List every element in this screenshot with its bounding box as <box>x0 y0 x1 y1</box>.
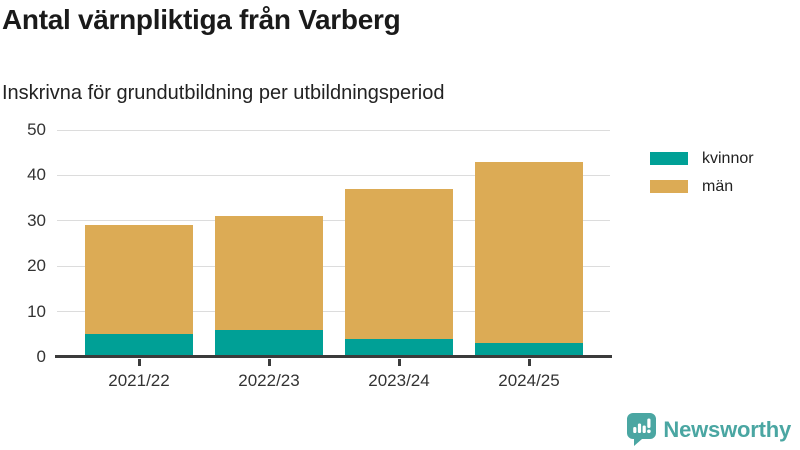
chart-title: Antal värnpliktiga från Varberg <box>2 4 401 35</box>
plot-area: 2021/22 2022/23 2023/24 2024/25 <box>55 129 612 390</box>
legend-swatch-män <box>650 180 688 193</box>
legend-label-kvinnor: kvinnor <box>702 149 754 167</box>
bar-2021-22-män <box>85 225 193 335</box>
x-tick-2024-25 <box>527 359 531 366</box>
gridline-y-50 <box>57 129 610 131</box>
bar-2021-22-kvinnor <box>85 334 193 357</box>
newsworthy-wordmark: Newsworthy <box>663 416 791 442</box>
x-tick-2023-24 <box>397 359 401 366</box>
y-tick-label-0: 0 <box>36 347 46 366</box>
bar-2023-24-män <box>345 189 453 339</box>
legend-swatch-kvinnor <box>650 152 688 165</box>
legend-label-män: män <box>702 177 734 195</box>
bar-2022-23-män <box>215 216 323 330</box>
newsworthy-logo: Newsworthy <box>627 413 791 446</box>
y-tick-label-20: 20 <box>27 256 46 276</box>
bar-2023-24-kvinnor <box>345 338 453 357</box>
x-axis-line <box>55 355 612 358</box>
bar-2024-25-kvinnor <box>475 343 583 357</box>
x-tick-2022-23 <box>267 359 271 366</box>
gridline-y-40 <box>57 174 610 176</box>
x-tick-2021-22 <box>137 359 141 366</box>
chart-subtitle: Inskrivna för grundutbildning per utbild… <box>2 82 445 104</box>
x-label-2024-25: 2024/25 <box>498 371 560 390</box>
newsworthy-icon <box>627 413 657 446</box>
x-label-2023-24: 2023/24 <box>368 371 430 390</box>
legend-item-kvinnor: kvinnor <box>650 149 754 168</box>
y-tick-label-30: 30 <box>27 210 46 230</box>
gridline-y-10 <box>57 311 610 313</box>
x-label-2021-22: 2021/22 <box>108 371 170 390</box>
legend-item-män: män <box>650 177 754 196</box>
gridline-y-30 <box>57 220 610 222</box>
gridline-y-20 <box>57 265 610 267</box>
y-tick-label-50: 50 <box>27 120 46 139</box>
x-label-2022-23: 2022/23 <box>238 371 300 390</box>
legend: kvinnor män <box>650 149 754 196</box>
bar-2024-25-män <box>475 161 583 344</box>
bar-2022-23-kvinnor <box>215 329 323 357</box>
y-tick-label-40: 40 <box>27 165 46 185</box>
y-tick-label-10: 10 <box>27 301 46 321</box>
